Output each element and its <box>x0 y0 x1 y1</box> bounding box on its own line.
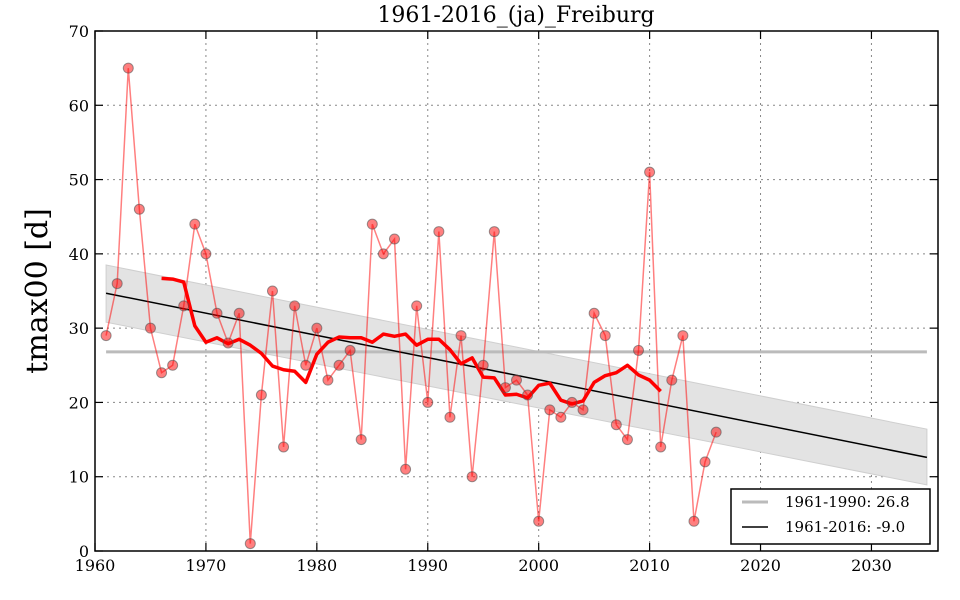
data-point <box>688 515 700 527</box>
data-point <box>156 367 168 379</box>
y-tick-label: 20 <box>69 393 89 412</box>
data-point <box>577 404 589 416</box>
legend-label-trend: 1961-2016: -9.0 <box>785 518 905 536</box>
chart-title: 1961-2016_(ja)_Freiburg <box>377 3 654 28</box>
axis-ticks <box>94 30 938 552</box>
data-point <box>366 218 378 230</box>
axis-tick-labels: 1960 1970 1980 1990 2000 2010 2020 203001020304… <box>69 22 892 575</box>
data-point <box>633 344 645 356</box>
data-point <box>189 218 201 230</box>
y-tick-label: 30 <box>69 319 89 338</box>
data-point <box>599 330 611 342</box>
y-tick-label: 0 <box>79 542 89 561</box>
y-tick-label: 70 <box>69 22 89 41</box>
x-tick-label: 2030 <box>851 556 892 575</box>
data-point <box>233 307 245 319</box>
annual-series-line <box>105 68 717 544</box>
data-point <box>322 374 334 386</box>
x-tick-label: 1960 <box>75 556 116 575</box>
data-point <box>422 396 434 408</box>
data-point <box>610 419 622 431</box>
x-tick-label: 2020 <box>740 556 781 575</box>
data-point <box>666 374 678 386</box>
data-point <box>100 330 112 342</box>
series-lines <box>105 68 928 544</box>
y-tick-label: 50 <box>69 171 89 190</box>
y-axis-label: tmax00 [d] <box>20 208 55 374</box>
x-tick-label: 1990 <box>407 556 448 575</box>
y-tick-label: 10 <box>69 468 89 487</box>
data-point <box>644 166 656 178</box>
data-point <box>466 471 478 483</box>
data-point <box>533 515 545 527</box>
data-point <box>388 233 400 245</box>
legend: 1961-1990: 26.8 1961-2016: -9.0 <box>730 488 931 545</box>
y-tick-label: 60 <box>69 96 89 115</box>
legend-box <box>730 488 931 545</box>
data-point <box>522 389 534 401</box>
data-point <box>278 441 290 453</box>
data-point <box>255 389 267 401</box>
moving-average-line <box>161 276 662 406</box>
data-point <box>400 463 412 475</box>
data-point <box>300 359 312 371</box>
data-point <box>455 330 467 342</box>
data-point <box>178 300 190 312</box>
x-tick-label: 2000 <box>518 556 559 575</box>
data-point <box>433 226 445 238</box>
data-point <box>677 330 689 342</box>
data-point <box>488 226 500 238</box>
data-point <box>621 434 633 446</box>
x-tick-label: 1970 <box>186 556 227 575</box>
y-tick-label: 40 <box>69 245 89 264</box>
data-point <box>544 404 556 416</box>
data-point <box>122 62 134 74</box>
data-point <box>555 411 567 423</box>
data-point <box>566 396 578 408</box>
data-point <box>333 359 345 371</box>
data-point <box>411 300 423 312</box>
data-point <box>144 322 156 334</box>
legend-label-baseline: 1961-1990: 26.8 <box>785 493 910 511</box>
data-point <box>344 344 356 356</box>
x-tick-label: 1980 <box>296 556 337 575</box>
data-point <box>167 359 179 371</box>
data-point <box>710 426 722 438</box>
x-tick-label: 2010 <box>629 556 670 575</box>
data-point <box>699 456 711 468</box>
data-point <box>133 203 145 215</box>
data-point <box>111 278 123 290</box>
data-point <box>377 248 389 260</box>
data-point <box>311 322 323 334</box>
data-point <box>222 337 234 349</box>
data-point <box>499 382 511 394</box>
data-point <box>266 285 278 297</box>
data-point <box>200 248 212 260</box>
data-point <box>289 300 301 312</box>
data-point <box>477 359 489 371</box>
data-point <box>355 434 367 446</box>
data-point <box>588 307 600 319</box>
data-point <box>211 307 223 319</box>
data-points <box>100 62 722 550</box>
data-point <box>655 441 667 453</box>
data-point <box>511 374 522 386</box>
plot-frame <box>94 30 939 552</box>
data-point <box>444 411 456 423</box>
data-point <box>244 538 256 550</box>
